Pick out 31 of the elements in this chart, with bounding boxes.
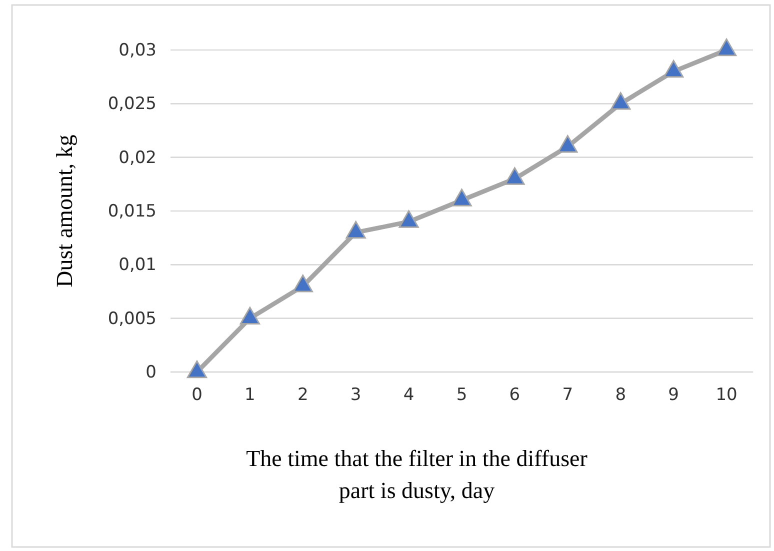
- x-tick-label: 0: [192, 385, 202, 406]
- x-tick-label: 3: [350, 385, 362, 406]
- x-axis-title: The time that the filter in the diffuser part is dusty, day: [246, 446, 588, 503]
- x-tick-label: 4: [403, 385, 414, 406]
- y-tick-label: 0,03: [118, 40, 156, 60]
- x-tick-label: 6: [509, 385, 520, 406]
- y-tick-label: 0,005: [108, 308, 156, 329]
- point: [610, 92, 631, 110]
- point: [452, 188, 472, 206]
- x-tick-label: 1: [244, 385, 256, 406]
- x-tick-label: 9: [668, 385, 679, 406]
- x-tick-label: 7: [562, 385, 574, 406]
- x-tick-label: 8: [615, 385, 626, 406]
- y-tick-label: 0,01: [118, 255, 156, 276]
- point: [292, 274, 313, 292]
- y-tick-label: 0,02: [118, 148, 156, 168]
- point: [186, 360, 208, 378]
- point: [504, 167, 525, 185]
- y-tick-label: 0: [146, 362, 156, 382]
- x-tick-label: 5: [456, 385, 468, 406]
- x-tick-label: 2: [297, 385, 308, 406]
- y-tick-label: 0,015: [108, 201, 156, 222]
- y-axis-title: Dust amount, kg: [52, 134, 77, 288]
- point: [558, 135, 578, 153]
- point: [716, 38, 737, 56]
- y-tick-label: 0,025: [108, 94, 156, 114]
- point: [346, 220, 366, 239]
- x-tick-label: 10: [716, 385, 738, 406]
- point: [398, 210, 419, 228]
- point: [240, 306, 260, 324]
- point: [664, 60, 684, 78]
